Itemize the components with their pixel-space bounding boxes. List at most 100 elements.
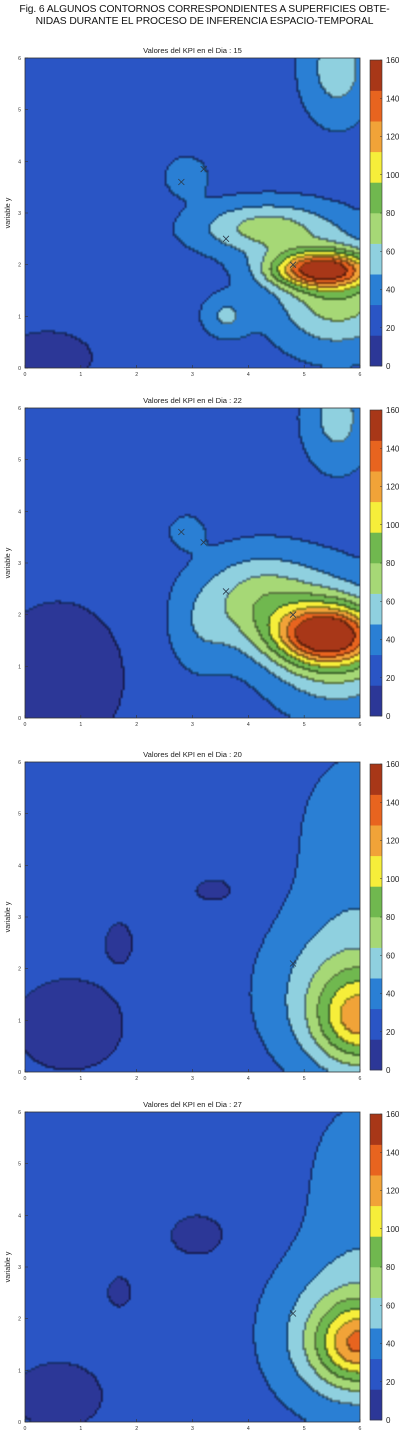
colorbar-segment	[370, 593, 382, 625]
x-tick-label: 1	[79, 1076, 82, 1082]
colorbar-tick-label: 20	[386, 674, 395, 683]
colorbar-segment	[370, 151, 382, 183]
colorbar-segment	[370, 440, 382, 472]
colorbar-tick-label: 0	[386, 1416, 391, 1425]
x-tick-label: 5	[303, 1426, 306, 1432]
colorbar-segment	[370, 855, 382, 887]
colorbar-segment	[370, 563, 382, 594]
colorbar-segment	[370, 654, 382, 686]
x-tick-label: 3	[191, 1426, 194, 1432]
sample-marker	[200, 539, 207, 546]
y-tick-label: 4	[18, 509, 21, 515]
colorbar-segment	[370, 825, 382, 857]
contour-chart-3: Valores del KPI en el Dia : 200 1 2 3 4 5 6012…	[3, 750, 400, 1084]
colorbar: 0 20 40 60 80 100 120 140 160	[369, 1110, 400, 1425]
colorbar-segment	[370, 410, 382, 441]
colorbar-tick-label: 0	[386, 712, 391, 721]
colorbar-tick-label: 80	[386, 913, 395, 922]
y-axis-label: variable y	[3, 197, 12, 228]
colorbar-tick-label: 120	[386, 1187, 400, 1196]
x-tick-label: 6	[359, 1426, 362, 1432]
colorbar-tick-label: 160	[386, 56, 400, 65]
colorbar-tick-label: 40	[386, 1340, 395, 1349]
colorbar-tick-label: 60	[386, 597, 395, 606]
y-tick-label: 6	[18, 406, 21, 412]
colorbar-segment	[370, 947, 382, 979]
contour-chart-1: Valores del KPI en el Dia : 150 1 2 3 4 5 6012…	[3, 46, 400, 380]
y-tick-label: 3	[18, 211, 21, 217]
chart-title: Valores del KPI en el Dia : 15	[143, 46, 242, 55]
y-tick-label: 3	[18, 1265, 21, 1271]
x-tick-label: 5	[303, 1076, 306, 1082]
sample-marker	[289, 1310, 297, 1317]
caption-line-2: NIDAS DURANTE EL PROCESO DE INFERENCIA E…	[35, 16, 374, 27]
y-tick-label: 6	[18, 760, 21, 766]
y-tick-label: 2	[18, 1317, 21, 1323]
x-tick-label: 3	[191, 1076, 194, 1082]
colorbar-segment	[370, 1008, 382, 1040]
colorbar-segment	[370, 917, 382, 948]
colorbar-segment	[370, 794, 382, 826]
colorbar-tick-label: 40	[386, 636, 395, 645]
colorbar-tick-label: 60	[386, 1301, 395, 1310]
y-tick-label: 0	[18, 1070, 21, 1076]
colorbar-segment	[370, 1175, 382, 1207]
x-tick-label: 4	[247, 1426, 250, 1432]
x-tick-label: 3	[191, 722, 194, 728]
colorbar-segment	[370, 1328, 382, 1360]
colorbar-tick-label: 140	[386, 444, 400, 453]
colorbar-segment	[370, 471, 382, 503]
colorbar-tick-label: 80	[386, 209, 395, 218]
colorbar-tick-label: 20	[386, 324, 395, 333]
sample-marker	[289, 611, 297, 618]
colorbar-segment	[370, 1358, 382, 1390]
colorbar-tick-label: 80	[386, 559, 395, 568]
sample-marker	[178, 528, 185, 536]
colorbar-segment	[370, 685, 382, 717]
colorbar-tick-label: 160	[386, 406, 400, 415]
colorbar-segment	[370, 1039, 382, 1071]
colorbar-segment	[370, 1205, 382, 1237]
x-tick-label: 6	[359, 1076, 362, 1082]
colorbar-segment	[370, 335, 382, 367]
chart-title: Valores del KPI en el Dia : 22	[143, 396, 242, 405]
contour-chart-4: Valores del KPI en el Dia : 270 1 2 3 4 5 6012…	[3, 1100, 400, 1434]
colorbar-tick-label: 100	[386, 1225, 400, 1234]
y-tick-label: 4	[18, 863, 21, 869]
x-tick-label: 3	[191, 372, 194, 378]
sample-marker	[222, 588, 230, 595]
x-tick-label: 1	[79, 722, 82, 728]
y-tick-label: 0	[18, 1420, 21, 1426]
colorbar-tick-label: 100	[386, 875, 400, 884]
x-tick-label: 0	[24, 1426, 27, 1432]
colorbar-segment	[370, 501, 382, 533]
colorbar-tick-label: 60	[386, 951, 395, 960]
sample-marker	[289, 960, 297, 967]
x-tick-label: 4	[247, 722, 250, 728]
chart-title: Valores del KPI en el Dia : 27	[143, 1100, 242, 1109]
y-tick-label: 2	[18, 967, 21, 973]
x-axis-label: variable x	[177, 729, 208, 730]
colorbar-tick-label: 40	[386, 286, 395, 295]
y-tick-label: 5	[18, 458, 21, 464]
sample-marker	[222, 235, 230, 243]
x-tick-label: 2	[135, 722, 138, 728]
sample-marker	[200, 165, 207, 173]
y-axis-label: variable y	[3, 547, 12, 578]
colorbar-segment	[370, 121, 382, 153]
colorbar: 0 20 40 60 80 100 120 140 160	[369, 760, 400, 1075]
caption-line-1: Fig. 6 ALGUNOS CONTORNOS CORRESPONDIENTE…	[19, 4, 390, 15]
x-tick-label: 4	[247, 1076, 250, 1082]
colorbar: 0 20 40 60 80 100 120 140 160	[369, 406, 400, 721]
x-tick-label: 1	[79, 1426, 82, 1432]
y-tick-label: 3	[18, 915, 21, 921]
y-axis-label: variable y	[3, 901, 12, 932]
colorbar-segment	[370, 1236, 382, 1268]
x-tick-label: 1	[79, 372, 82, 378]
colorbar-tick-label: 100	[386, 171, 400, 180]
colorbar-tick-label: 120	[386, 483, 400, 492]
colorbar-segment	[370, 304, 382, 336]
colorbar-tick-label: 140	[386, 1148, 400, 1157]
colorbar-tick-label: 140	[386, 798, 400, 807]
chart-title: Valores del KPI en el Dia : 20	[143, 750, 242, 759]
